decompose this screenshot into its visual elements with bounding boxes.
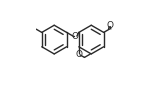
Text: O: O xyxy=(72,32,79,41)
Text: O: O xyxy=(106,21,113,30)
Text: O: O xyxy=(75,50,82,59)
